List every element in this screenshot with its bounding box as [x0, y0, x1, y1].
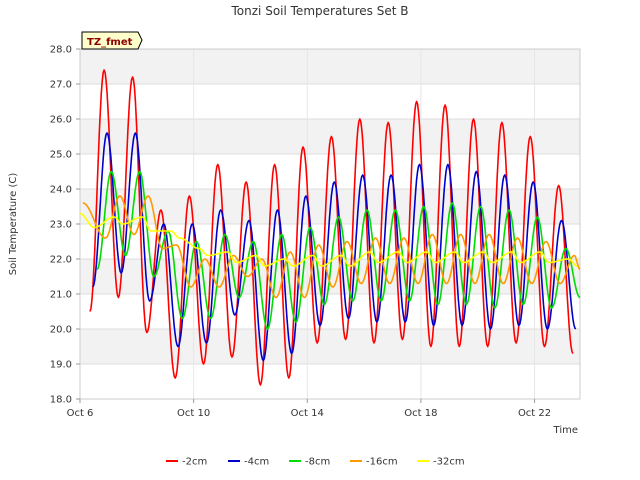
- legend-label: -8cm: [305, 457, 330, 468]
- x-tick-label: Oct 14: [291, 408, 324, 419]
- legend: -2cm -4cm -8cm -16cm -32cm: [166, 457, 465, 468]
- y-tick-label: 18.0: [50, 395, 72, 406]
- y-tick-label: 20.0: [50, 325, 72, 336]
- site-badge: TZ_fmet: [81, 31, 143, 50]
- y-tick-label: 23.0: [50, 220, 72, 231]
- y-tick-label: 25.0: [50, 150, 72, 161]
- y-axis-label: Soil Temperature (C): [8, 173, 19, 276]
- y-tick-label: 27.0: [50, 80, 72, 91]
- y-tick-label: 28.0: [50, 45, 72, 56]
- series-line-minus-2cm: [89, 69, 574, 386]
- x-tick-label: Oct 10: [177, 408, 210, 419]
- site-badge-label: TZ_fmet: [87, 37, 133, 48]
- x-tick-label: Oct 22: [518, 408, 551, 419]
- legend-label: -4cm: [244, 457, 269, 468]
- x-axis-label: Time: [553, 425, 578, 436]
- legend-label: -16cm: [366, 457, 398, 468]
- series-line-minus-16cm: [82, 195, 581, 299]
- series-line-minus-4cm: [92, 132, 577, 362]
- series-line-minus-32cm: [79, 212, 578, 267]
- legend-label: -2cm: [182, 457, 207, 468]
- x-tick-label: Oct 18: [404, 408, 437, 419]
- chart-title: Tonzi Soil Temperatures Set B: [231, 4, 409, 18]
- y-tick-label: 24.0: [50, 185, 72, 196]
- y-tick-label: 19.0: [50, 360, 72, 371]
- y-tick-label: 21.0: [50, 290, 72, 301]
- y-tick-label: 22.0: [50, 255, 72, 266]
- y-axis: 18.0 19.0 20.0 21.0 22.0 23.0 24.0 25.0 26.0 27.0…: [50, 45, 80, 406]
- legend-label: -32cm: [433, 457, 465, 468]
- site-badge-shape: [81, 31, 143, 50]
- plot-band: [80, 364, 580, 399]
- x-tick-label: Oct 6: [67, 408, 94, 419]
- plot-band: [80, 294, 580, 329]
- plot-band: [80, 329, 580, 364]
- x-axis: Oct 6 Oct 10 Oct 14 Oct 18 Oct 22: [67, 399, 551, 419]
- series-layer: [79, 69, 581, 386]
- series-line-minus-8cm: [96, 170, 581, 330]
- y-tick-label: 26.0: [50, 115, 72, 126]
- plot-band: [80, 49, 580, 84]
- plot-band: [80, 84, 580, 119]
